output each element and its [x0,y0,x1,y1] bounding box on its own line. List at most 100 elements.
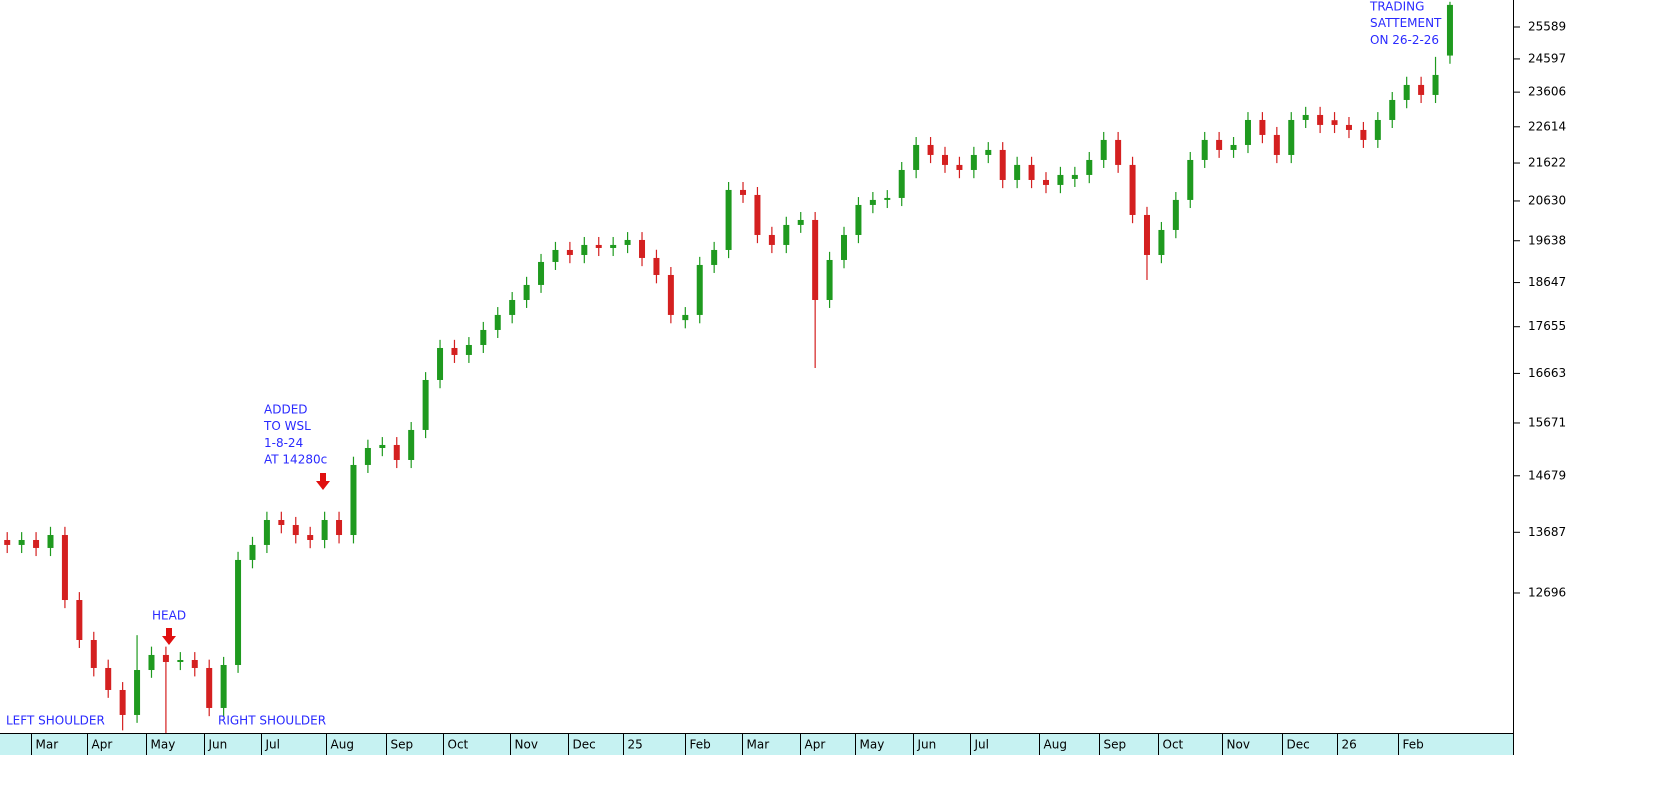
candle-body [350,464,357,536]
annotation: LEFT SHOULDER [6,714,105,728]
candle-body [1244,119,1251,145]
x-tick-label: Nov [515,738,538,752]
candle-body [783,224,790,245]
candle-body [1201,139,1208,160]
candle-body [639,239,646,258]
annotation: HEAD [152,609,186,623]
x-tick-label: Mar [36,738,59,752]
x-tick-label: Jul [974,738,989,752]
candle-body [1057,174,1064,185]
candle-body [480,329,487,345]
candle-body [682,314,689,321]
x-tick-label: Dec [573,738,596,752]
annotation: ON 26-2-26 [1370,33,1439,47]
candle-body [1071,174,1078,179]
candle-body [119,689,126,715]
x-tick-label: Jul [265,738,280,752]
candle-body [1389,99,1396,120]
candle-body [177,659,184,663]
candle-body [610,244,617,248]
candle-body [76,600,83,640]
candle-body [47,535,54,548]
y-tick-label: 15671 [1528,415,1566,429]
x-tick-label: Jun [208,738,228,752]
arrow [162,628,176,645]
candle-body [465,344,472,355]
x-tick-label: 25 [628,738,643,752]
arrow [316,473,330,490]
candle-body [4,539,11,545]
candle-body [422,379,429,430]
candle-body [278,519,285,526]
candle-body [336,519,343,536]
x-tick-label: Sep [391,738,414,752]
candle-body [393,444,400,460]
candle-body [552,249,559,262]
candle-body [1216,139,1223,150]
candle-body [754,194,761,235]
candle-body [913,144,920,170]
candle-body [696,264,703,315]
annotation: ADDED [264,403,308,417]
candle-body [869,199,876,205]
candle-body [581,244,588,255]
candle-body [1302,114,1309,120]
y-tick-label: 16663 [1528,366,1566,380]
candle-body [1143,214,1150,255]
candle-body [1273,134,1280,155]
candle-body [1288,119,1295,155]
candle-body [1446,4,1453,56]
candle-body [235,559,242,665]
candle-body [768,234,775,245]
candle-body [33,539,40,548]
candle-body [740,189,747,195]
candle-body [1360,129,1367,140]
y-tick-label: 12696 [1528,585,1566,599]
candle-body [509,299,516,315]
x-tick-label: Oct [1163,738,1184,752]
y-tick-label: 14679 [1528,468,1566,482]
y-tick-label: 23606 [1528,85,1566,99]
candle-body [1230,144,1237,150]
candle-body [1129,164,1136,215]
candle-body [566,249,573,255]
candle-body [1345,124,1352,130]
y-tick-label: 25589 [1528,19,1566,33]
x-tick-label: Dec [1287,738,1310,752]
candle-body [379,444,386,448]
candle-body [292,525,299,536]
candle-body [1086,159,1093,175]
candle-body [408,429,415,460]
candle-body [970,154,977,170]
candle-body [898,169,905,198]
candle-body [1028,164,1035,180]
candle-body [812,219,819,300]
candle-body [1172,199,1179,230]
x-tick-label: Aug [1044,738,1067,752]
candle-body [90,639,97,668]
y-tick-label: 22614 [1528,119,1566,133]
y-tick-label: 21622 [1528,156,1566,170]
candle-body [855,204,862,235]
x-tick-label: Nov [1227,738,1250,752]
candle-body [263,519,270,545]
x-tick-label: 26 [1342,738,1357,752]
candle-body [307,535,314,540]
x-tick-label: May [860,738,885,752]
annotation: RIGHT SHOULDER [218,714,326,728]
x-tick-label: Feb [690,738,711,752]
candle-body [494,314,501,330]
candle-body [220,664,227,708]
candle-body [797,219,804,225]
candle-body [1158,229,1165,255]
y-tick-label: 19638 [1528,233,1566,247]
x-tick-label: Apr [92,738,113,752]
candle-body [841,234,848,260]
candle-body [667,274,674,315]
candle-body [18,539,25,545]
x-tick-label: May [151,738,176,752]
annotation: SATTEMENT [1370,16,1442,30]
candle-body [105,667,112,690]
y-tick-label: 20630 [1528,193,1566,207]
